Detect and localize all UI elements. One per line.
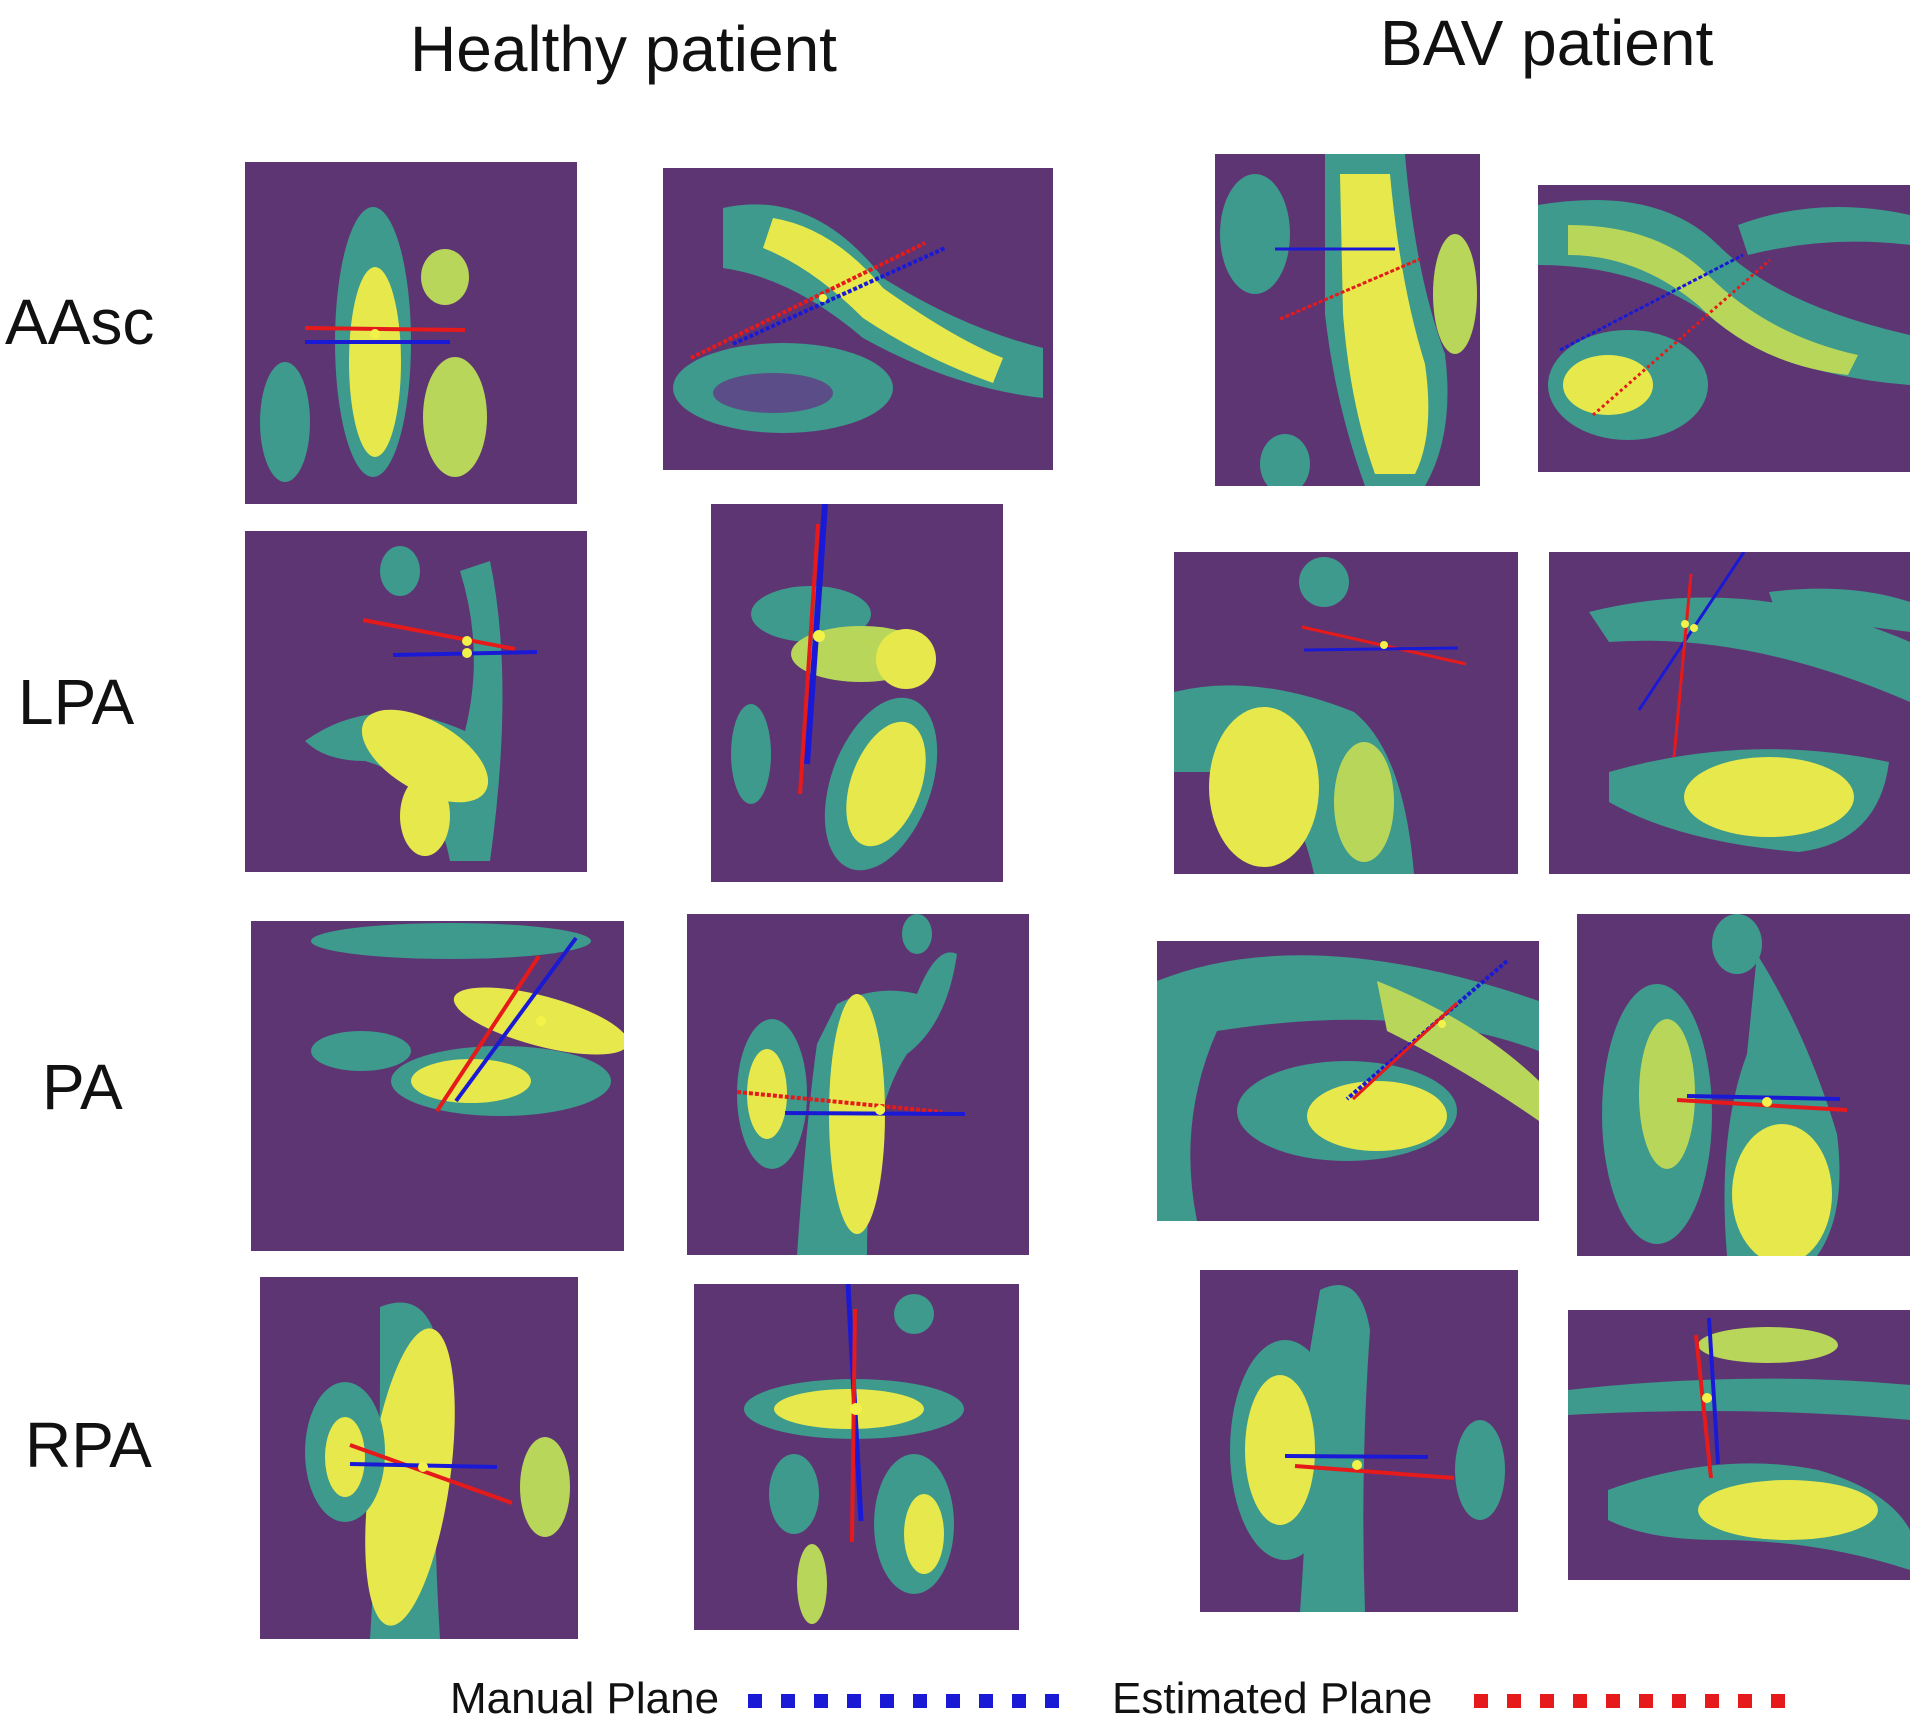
- panel-lpa-healthy-2: [711, 504, 1003, 882]
- panel-rpa-healthy-1: [260, 1277, 578, 1639]
- panel-pa-bav-2: [1577, 914, 1910, 1256]
- legend-manual-label: Manual Plane: [450, 1674, 720, 1723]
- panel-rpa-bav-2: [1568, 1310, 1910, 1580]
- panel-rpa-healthy-2: [694, 1284, 1019, 1630]
- row-label-lpa: LPA: [18, 666, 135, 738]
- panel-lpa-healthy-1: [245, 531, 587, 872]
- row-label-aasc: AAsc: [5, 286, 155, 358]
- panel-pa-healthy-2: [687, 914, 1029, 1255]
- panel-lpa-bav-2: [1549, 552, 1910, 874]
- panel-pa-bav-1: [1157, 941, 1539, 1221]
- panel-pa-healthy-1: [251, 921, 624, 1251]
- panel-aasc-bav-1: [1215, 154, 1480, 486]
- panel-aasc-healthy-2: [663, 168, 1053, 470]
- panel-lpa-bav-1: [1174, 552, 1518, 874]
- column-title-healthy: Healthy patient: [410, 13, 837, 85]
- panel-aasc-healthy-1: [245, 162, 577, 504]
- legend-manual-swatch: [748, 1694, 1063, 1708]
- column-title-bav: BAV patient: [1380, 7, 1714, 79]
- panel-rpa-bav-1: [1200, 1270, 1518, 1612]
- panel-aasc-bav-2: [1538, 185, 1910, 472]
- legend-estimated-swatch: [1474, 1694, 1790, 1708]
- legend-estimated-label: Estimated Plane: [1112, 1674, 1433, 1723]
- row-label-pa: PA: [42, 1051, 123, 1123]
- row-label-rpa: RPA: [25, 1409, 152, 1481]
